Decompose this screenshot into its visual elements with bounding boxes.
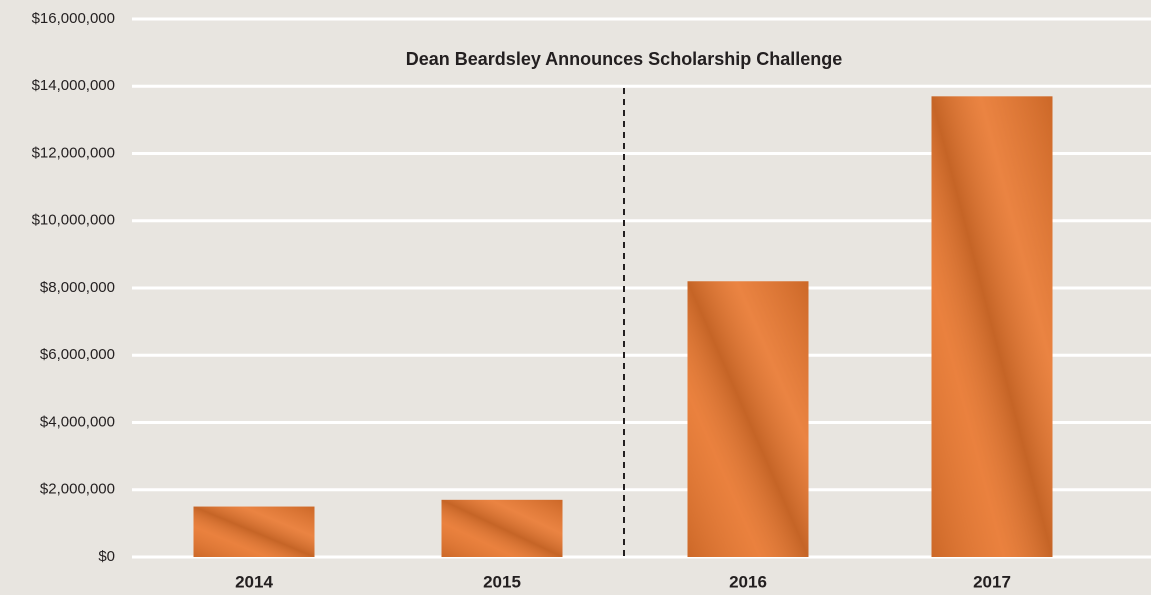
- bar-texture: [194, 507, 315, 557]
- chart: Dean Beardsley Announces Scholarship Cha…: [0, 0, 1151, 595]
- y-tick-label: $14,000,000: [32, 77, 115, 94]
- x-tick-label: 2016: [729, 572, 767, 591]
- x-tick-label: 2017: [973, 572, 1011, 591]
- y-tick-label: $2,000,000: [40, 481, 115, 498]
- y-tick-label: $4,000,000: [40, 413, 115, 430]
- x-tick-label: 2015: [483, 572, 521, 591]
- y-tick-label: $0: [98, 548, 115, 565]
- y-tick-label: $8,000,000: [40, 279, 115, 296]
- x-tick-label: 2014: [235, 572, 273, 591]
- bar-texture: [688, 281, 809, 557]
- bar-texture: [932, 96, 1053, 557]
- bar-texture: [442, 500, 563, 557]
- y-tick-label: $16,000,000: [32, 10, 115, 27]
- y-tick-label: $12,000,000: [32, 144, 115, 161]
- y-tick-label: $10,000,000: [32, 212, 115, 229]
- y-tick-label: $6,000,000: [40, 346, 115, 363]
- annotation: Dean Beardsley Announces Scholarship Cha…: [406, 49, 842, 69]
